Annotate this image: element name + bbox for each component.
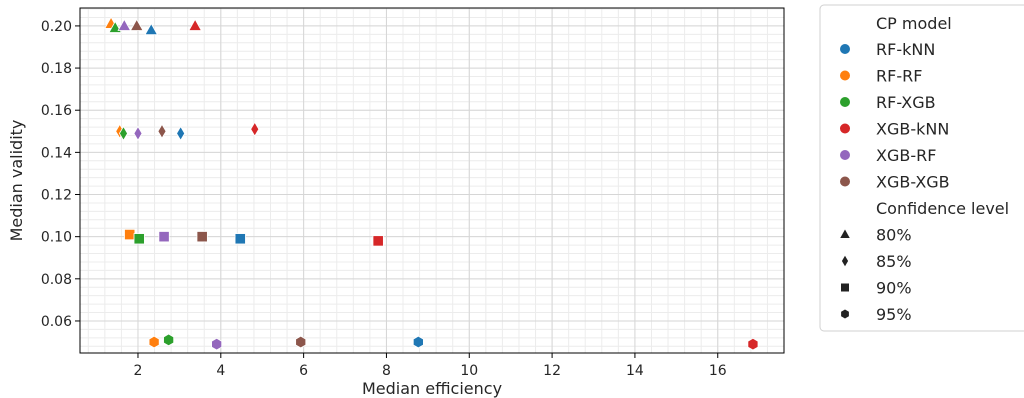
data-point-xgb-xgb-95: [295, 335, 307, 349]
y-tick-label: 0.14: [41, 145, 72, 161]
y-tick-label: 0.10: [41, 230, 72, 246]
legend: CP model Confidence level RF-kNNRF-RFRF-…: [819, 4, 1024, 332]
legend-label-rf-xgb: RF-XGB: [876, 93, 936, 112]
y-tick-label: 0.20: [41, 19, 72, 35]
data-point-xgb-rf-90: [158, 231, 170, 243]
data-point-xgb-knn-85: [250, 121, 260, 137]
data-point-rf-knn-80: [144, 22, 159, 36]
axis-ticks: 2 4 6 8 10 12 14 16 0.06 0.08 0.10 0.12 0.14 0.16 0.18…: [41, 19, 727, 379]
data-point-xgb-knn-90: [372, 235, 384, 247]
data-point-rf-xgb-85: [118, 125, 128, 142]
y-tick-label: 0.06: [41, 314, 72, 330]
legend-marker-rf-xgb: [840, 97, 850, 107]
legend-marker-xgb-knn: [840, 123, 850, 134]
data-point-xgb-rf-95: [211, 337, 223, 351]
data-point-rf-rf-90: [124, 228, 136, 241]
data-point-xgb-xgb-80: [129, 18, 144, 31]
data-point-xgb-rf-80: [117, 18, 132, 31]
legend-label-rf-rf: RF-RF: [876, 67, 922, 86]
data-points: [104, 16, 759, 351]
legend-label-85: 85%: [876, 252, 912, 271]
plot-frame: [79, 7, 785, 354]
major-grid: [80, 8, 784, 353]
x-axis-label: Median efficiency: [362, 379, 502, 398]
legend-label-90: 90%: [876, 279, 912, 298]
legend-box: [819, 4, 1024, 332]
legend-title-cp-model: CP model: [876, 14, 952, 33]
minor-grid: [80, 8, 785, 353]
legend-label-xgb-knn: XGB-kNN: [876, 120, 949, 139]
legend-label-rf-knn: RF-kNN: [876, 40, 935, 59]
legend-items: RF-kNN RF-RF RF-XGB XGB-kNN XGB-RF XGB-XGB 80%…: [840, 40, 950, 324]
x-tick-label: 16: [709, 363, 727, 379]
data-point-rf-xgb-90: [133, 233, 145, 245]
data-point-xgb-knn-80: [188, 18, 202, 31]
data-point-rf-xgb-95: [163, 333, 175, 347]
legend-label-95: 95%: [876, 305, 912, 324]
y-axis-label: Median validity: [7, 120, 26, 242]
legend-marker-rf-knn: [840, 44, 850, 54]
x-tick-label: 6: [299, 363, 308, 379]
data-point-xgb-rf-85: [133, 125, 143, 142]
legend-marker-xgb-rf: [840, 150, 850, 160]
data-point-rf-rf-95: [148, 335, 160, 349]
y-tick-label: 0.16: [41, 103, 72, 119]
legend-label-80: 80%: [876, 226, 912, 245]
legend-marker-rf-rf: [840, 70, 850, 81]
legend-label-xgb-xgb: XGB-XGB: [876, 173, 950, 192]
legend-marker-xgb-xgb: [840, 176, 850, 187]
y-tick-label: 0.12: [41, 188, 72, 204]
legend-marker-diamond: [841, 255, 849, 267]
legend-marker-triangle: [840, 229, 850, 238]
data-point-xgb-xgb-85: [157, 123, 167, 139]
data-point-rf-knn-90: [234, 233, 246, 245]
x-tick-label: 4: [216, 363, 225, 379]
legend-marker-square: [841, 283, 849, 292]
x-tick-label: 2: [134, 363, 143, 379]
legend-label-xgb-rf: XGB-RF: [876, 146, 936, 165]
legend-title-confidence-level: Confidence level: [876, 199, 1009, 218]
x-tick-label: 10: [460, 363, 478, 379]
data-point-xgb-xgb-90: [196, 231, 208, 243]
data-point-rf-knn-85: [176, 125, 186, 142]
y-tick-label: 0.08: [41, 272, 72, 288]
data-point-rf-knn-95: [412, 335, 424, 349]
y-tick-label: 0.18: [41, 61, 72, 77]
x-tick-label: 14: [626, 363, 644, 379]
data-point-xgb-knn-95: [747, 337, 759, 351]
legend-marker-hexagon: [841, 309, 849, 319]
x-tick-label: 8: [382, 363, 391, 379]
x-tick-label: 12: [543, 363, 561, 379]
